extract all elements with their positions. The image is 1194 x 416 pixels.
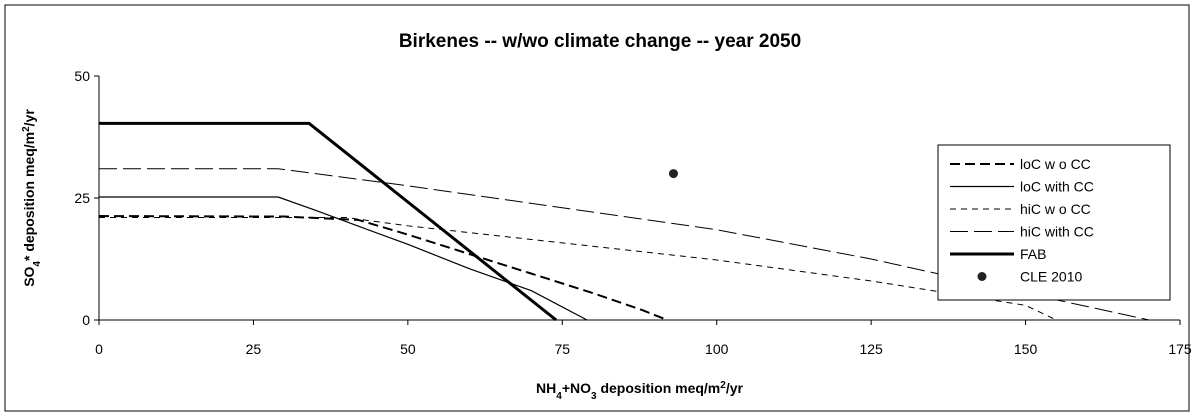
legend-label: loC w o CC [1020, 156, 1091, 172]
label-part: 4 [32, 261, 43, 267]
x-tick-label: 175 [1168, 341, 1192, 357]
x-tick-label: 25 [246, 341, 262, 357]
label-part: 2 [720, 380, 726, 391]
x-tick-label: 100 [705, 341, 729, 357]
label-part: deposition meq/m [597, 380, 721, 396]
x-tick-label: 150 [1014, 341, 1038, 357]
legend-label: hiC w o CC [1020, 201, 1091, 217]
x-tick-label: 75 [554, 341, 570, 357]
ylabel-label: SO4* deposition meq/m2/yr [21, 109, 43, 287]
label-part: 3 [591, 391, 597, 402]
label-part: 2 [21, 126, 32, 132]
scatter-point [668, 169, 678, 179]
legend-label: hiC with CC [1020, 224, 1094, 240]
legend-marker [977, 272, 987, 281]
label-part: /yr [21, 109, 37, 127]
series-line [99, 168, 1150, 321]
y-tick-label: 50 [74, 68, 90, 84]
y-tick-label: 0 [82, 312, 90, 328]
label-part: NH [536, 380, 556, 396]
legend-label: FAB [1020, 246, 1046, 262]
label-part: 4 [556, 391, 562, 402]
label-part: /yr [726, 380, 744, 396]
x-tick-label: 0 [95, 341, 103, 357]
legend-label: loC with CC [1020, 179, 1094, 195]
legend-box [937, 144, 1171, 301]
label-part: +NO [562, 380, 591, 396]
legend-label: CLE 2010 [1020, 269, 1082, 285]
chart-title: Birkenes -- w/wo climate change -- year … [399, 31, 801, 52]
label-part: * deposition meq/m [21, 132, 37, 261]
series-line [99, 196, 588, 321]
x-tick-label: 50 [400, 341, 416, 357]
series-line [99, 217, 1057, 321]
series-line [99, 121, 558, 322]
xlabel-label: NH4+NO3 deposition meq/m2/yr [536, 380, 743, 402]
label-part: SO [21, 266, 37, 286]
y-tick-label: 25 [74, 190, 90, 206]
x-tick-label: 125 [859, 341, 883, 357]
